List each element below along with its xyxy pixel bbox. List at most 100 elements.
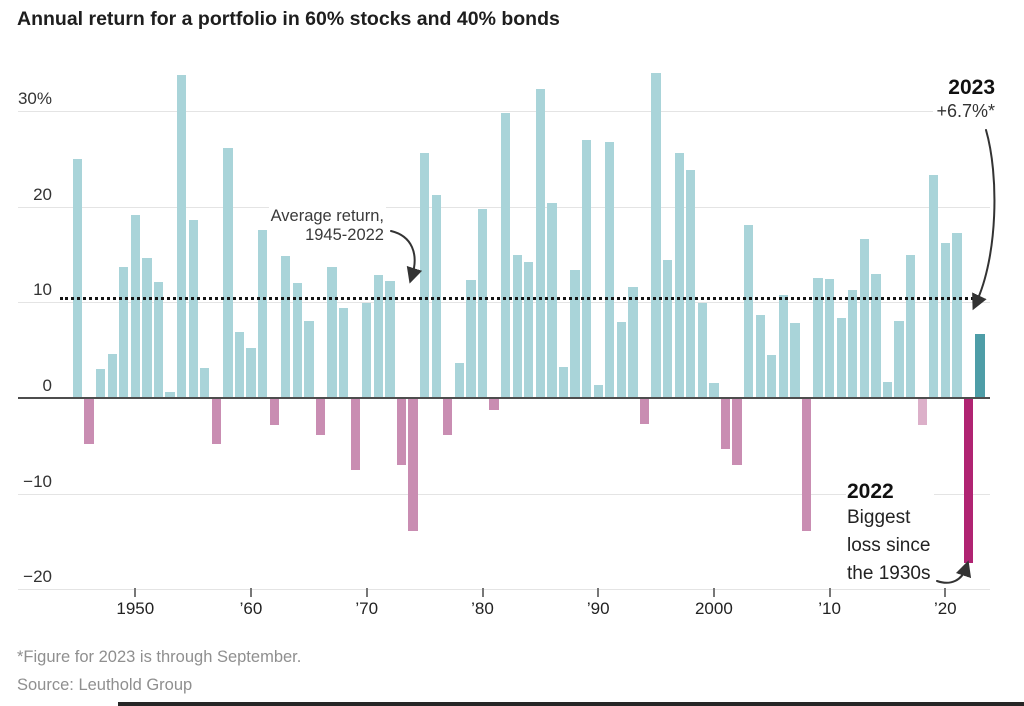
x-axis-zero-line	[18, 397, 990, 399]
bar-2002	[732, 398, 742, 465]
bar-1986	[547, 202, 557, 398]
bar-2012	[848, 289, 858, 398]
bar-1955	[188, 220, 198, 398]
bar-1961	[257, 229, 268, 398]
bar-1946	[84, 398, 94, 444]
bar-1997	[674, 153, 684, 398]
bar-2018	[917, 398, 927, 425]
average-return-annotation: Average return, 1945-2022	[268, 206, 386, 246]
gridline--20	[18, 589, 990, 591]
bar-2005	[767, 354, 777, 398]
y-axis-label-20: 20	[33, 184, 52, 204]
bar-2017	[905, 255, 916, 398]
x-axis-label-2020: ’20	[933, 599, 957, 618]
x-axis-tick-1990	[597, 588, 600, 597]
chart-title: Annual return for a portfolio in 60% sto…	[17, 8, 560, 30]
bar-2020	[940, 243, 950, 398]
x-axis-label-1980: ’80	[471, 599, 494, 618]
x-axis-tick-2020	[944, 588, 947, 597]
bar-2014	[871, 273, 881, 398]
annotation-2022: 2022 Biggest loss since the 1930s	[846, 479, 935, 589]
bar-1972	[385, 281, 395, 398]
bar-1962	[269, 398, 279, 425]
average-return-line2: 1945-2022	[305, 226, 384, 244]
bar-1957	[211, 398, 221, 444]
bar-1963	[281, 256, 291, 398]
bar-1971	[373, 274, 383, 398]
bar-2011	[836, 317, 846, 398]
annotation-2022-line3: the 1930s	[847, 563, 931, 584]
bar-2010	[824, 279, 835, 398]
bar-1970	[362, 303, 372, 398]
x-axis-label-1970: ’70	[355, 599, 379, 618]
bar-1985	[535, 88, 545, 398]
gridline-30	[18, 110, 990, 112]
annotation-2022-year: 2022	[847, 480, 894, 503]
bar-1974	[408, 398, 418, 531]
gridline--10	[18, 493, 990, 495]
bar-2015	[882, 381, 893, 398]
bar-1969	[350, 398, 360, 470]
bar-1965	[304, 320, 314, 398]
annotation-2023-year: 2023	[948, 76, 995, 99]
x-axis-tick-1970	[365, 588, 368, 597]
bar-2009	[813, 278, 823, 398]
bar-1960	[246, 348, 256, 398]
bar-1996	[662, 260, 673, 398]
chart-source: Source: Leuthold Group	[17, 676, 193, 694]
bar-1958	[223, 148, 233, 398]
bar-1990	[593, 384, 603, 398]
bar-1991	[605, 141, 615, 398]
bar-2004	[755, 314, 765, 398]
bar-1987	[558, 367, 569, 398]
annotation-2023-value: +6.7%*	[936, 101, 995, 121]
bar-1956	[200, 368, 210, 398]
annotation-2023: 2023 +6.7%*	[933, 75, 998, 123]
x-axis-tick-2000	[712, 588, 715, 597]
bar-1984	[524, 262, 534, 398]
bar-1975	[419, 153, 430, 398]
y-axis-label--10: −10	[23, 471, 52, 491]
bar-1964	[292, 283, 302, 398]
bar-1979	[466, 280, 476, 398]
bar-2023	[975, 333, 985, 398]
x-axis-tick-1960	[250, 588, 252, 597]
bar-1959	[234, 332, 245, 398]
y-axis-label--20: −20	[23, 567, 52, 587]
bar-1992	[616, 322, 626, 398]
x-axis-label-1960: ’60	[239, 599, 263, 618]
bar-2013	[859, 239, 869, 398]
page-edge-rule	[118, 702, 1024, 706]
bar-1994	[639, 398, 650, 424]
bar-2007	[790, 323, 800, 398]
bar-1973	[396, 398, 407, 465]
chart-footnote: *Figure for 2023 is through September.	[17, 648, 302, 666]
x-axis-tick-1950	[134, 588, 137, 597]
bar-1981	[489, 398, 499, 410]
y-axis-label-0: 0	[42, 376, 52, 395]
x-axis-label-1990: ’90	[586, 599, 610, 618]
average-return-dotted-line	[60, 297, 974, 301]
bar-1966	[315, 398, 326, 436]
bar-2001	[720, 398, 731, 449]
bar-1988	[570, 269, 580, 398]
bar-2016	[894, 321, 904, 398]
bar-1983	[512, 255, 522, 398]
bar-1976	[431, 195, 441, 398]
bar-2019	[929, 175, 939, 398]
bar-1977	[443, 398, 453, 436]
average-return-line1: Average return,	[270, 207, 384, 225]
bar-1982	[500, 112, 511, 398]
bar-1954	[176, 74, 187, 398]
bar-1995	[651, 72, 661, 398]
bar-1945	[72, 158, 83, 399]
bar-1949	[119, 266, 129, 398]
x-axis-label-1950: 1950	[116, 599, 155, 618]
bar-2006	[778, 294, 788, 398]
annotation-2022-line2: loss since	[847, 535, 931, 556]
x-axis-tick-1980	[481, 588, 484, 597]
x-axis-tick-2010	[828, 588, 831, 597]
bar-2021	[952, 233, 962, 398]
